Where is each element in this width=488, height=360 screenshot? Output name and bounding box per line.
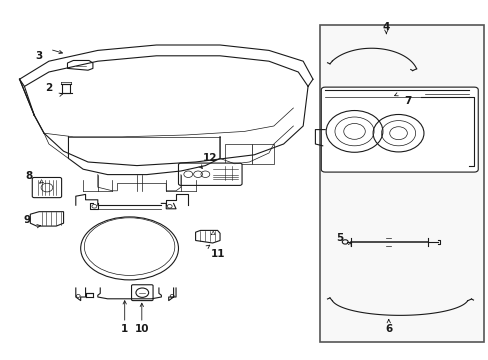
Text: 5: 5	[336, 233, 343, 243]
FancyBboxPatch shape	[178, 163, 242, 185]
Text: 7: 7	[404, 96, 411, 106]
Text: 8: 8	[26, 171, 33, 181]
Text: 12: 12	[203, 153, 217, 163]
Ellipse shape	[81, 217, 178, 280]
Text: 6: 6	[385, 324, 391, 334]
Bar	[251, 144, 273, 164]
Polygon shape	[67, 60, 93, 70]
Text: 11: 11	[210, 249, 224, 259]
Text: 9: 9	[23, 215, 30, 225]
Text: 4: 4	[382, 22, 389, 32]
Bar	[224, 144, 251, 164]
Polygon shape	[195, 230, 220, 243]
Ellipse shape	[84, 218, 175, 275]
Polygon shape	[30, 212, 63, 226]
Text: 2: 2	[45, 83, 52, 93]
Text: 10: 10	[134, 324, 149, 334]
Bar	[320, 25, 483, 342]
FancyBboxPatch shape	[32, 177, 61, 198]
Bar	[62, 84, 70, 93]
Text: 3: 3	[36, 51, 42, 61]
Text: 1: 1	[121, 324, 128, 334]
FancyBboxPatch shape	[131, 285, 153, 301]
FancyBboxPatch shape	[321, 87, 477, 172]
